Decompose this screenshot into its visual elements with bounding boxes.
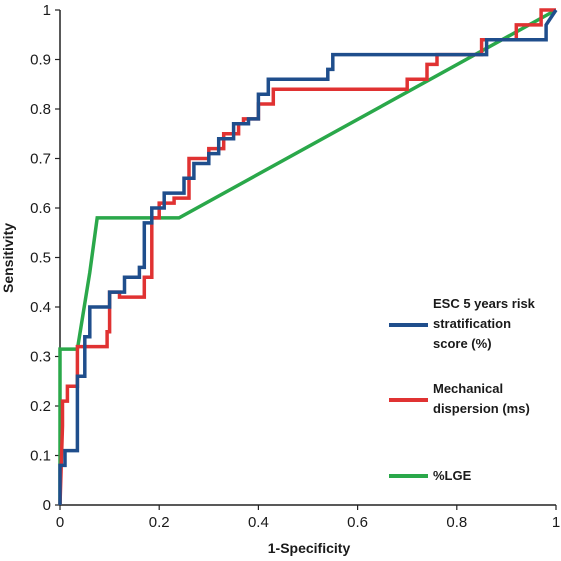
legend-label-1: dispersion (ms) <box>433 401 530 416</box>
series-line-0 <box>58 9 558 505</box>
y-axis-title: Sensitivity <box>0 223 16 293</box>
y-axis-ticks: 0 0.1 0.2 0.3 0.4 0.5 0.6 0.7 0.8 0.9 1 <box>30 2 60 514</box>
y-tick-label: 0.8 <box>30 101 51 118</box>
legend-label-0: score (%) <box>433 336 492 351</box>
x-tick-label: 0.8 <box>446 514 467 531</box>
legend: ESC 5 years risk stratification score (%) M… <box>389 296 536 483</box>
x-tick-label: 0.6 <box>347 514 368 531</box>
axes <box>59 10 556 506</box>
x-tick-label: 0 <box>56 514 64 531</box>
y-tick-label: 0.3 <box>30 349 51 366</box>
x-tick-label: 1 <box>552 514 560 531</box>
legend-label-0: stratification <box>433 316 511 331</box>
x-tick-label: 0.4 <box>248 514 269 531</box>
y-tick-label: 1 <box>43 2 51 19</box>
series-line-1 <box>58 8 556 506</box>
y-tick-label: 0.6 <box>30 200 51 217</box>
series-line-2 <box>58 8 557 505</box>
legend-label-2: %LGE <box>433 468 472 483</box>
y-tick-label: 0.7 <box>30 151 51 168</box>
x-tick-label: 0.2 <box>149 514 170 531</box>
y-tick-label: 0.4 <box>30 299 51 316</box>
y-tick-label: 0.2 <box>30 398 51 415</box>
series-layer <box>58 8 558 506</box>
y-tick-label: 0.5 <box>30 250 51 267</box>
y-tick-label: 0.1 <box>30 448 51 465</box>
y-tick-label: 0 <box>43 497 51 514</box>
legend-label-0: ESC 5 years risk <box>433 296 536 311</box>
y-tick-label: 0.9 <box>30 52 51 69</box>
x-axis-ticks: 0 0.2 0.4 0.6 0.8 1 <box>56 505 560 531</box>
x-axis-title: 1-Specificity <box>268 540 351 556</box>
legend-label-1: Mechanical <box>433 381 503 396</box>
